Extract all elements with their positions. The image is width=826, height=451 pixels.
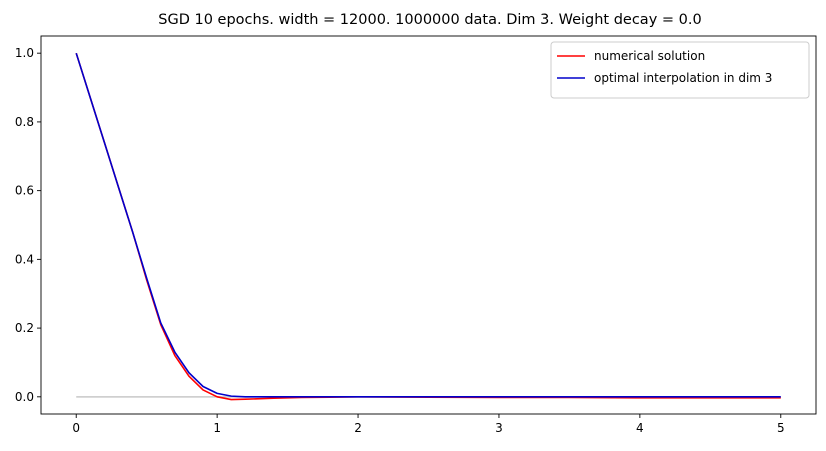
y-tick-label: 0.2 (15, 321, 34, 335)
legend: numerical solution optimal interpolation … (550, 41, 810, 99)
series-line-1 (75, 52, 781, 398)
axes: 0 1 2 3 4 5 0.0 0.2 0.4 0.6 0.8 1.0 (15, 35, 817, 435)
legend-label-1: optimal interpolation in dim 3 (594, 71, 772, 85)
y-tick-label: 0.8 (15, 115, 34, 129)
y-tick-label: 0.0 (15, 390, 34, 404)
y-tick-label: 1.0 (15, 46, 34, 60)
series-line-0 (75, 52, 781, 401)
x-tick-label: 1 (213, 421, 221, 435)
chart-title: SGD 10 epochs. width = 12000. 1000000 da… (158, 12, 701, 28)
legend-label-0: numerical solution (594, 49, 705, 63)
x-tick-label: 4 (636, 421, 644, 435)
legend-box (550, 41, 810, 99)
plot-area (75, 52, 781, 401)
y-tick-label: 0.6 (15, 184, 34, 198)
x-tick-label: 3 (495, 421, 503, 435)
x-tick-label: 0 (72, 421, 80, 435)
x-tick-label: 5 (777, 421, 785, 435)
axes-frame (40, 35, 817, 415)
x-tick-label: 2 (354, 421, 362, 435)
y-tick-label: 0.4 (15, 252, 34, 266)
